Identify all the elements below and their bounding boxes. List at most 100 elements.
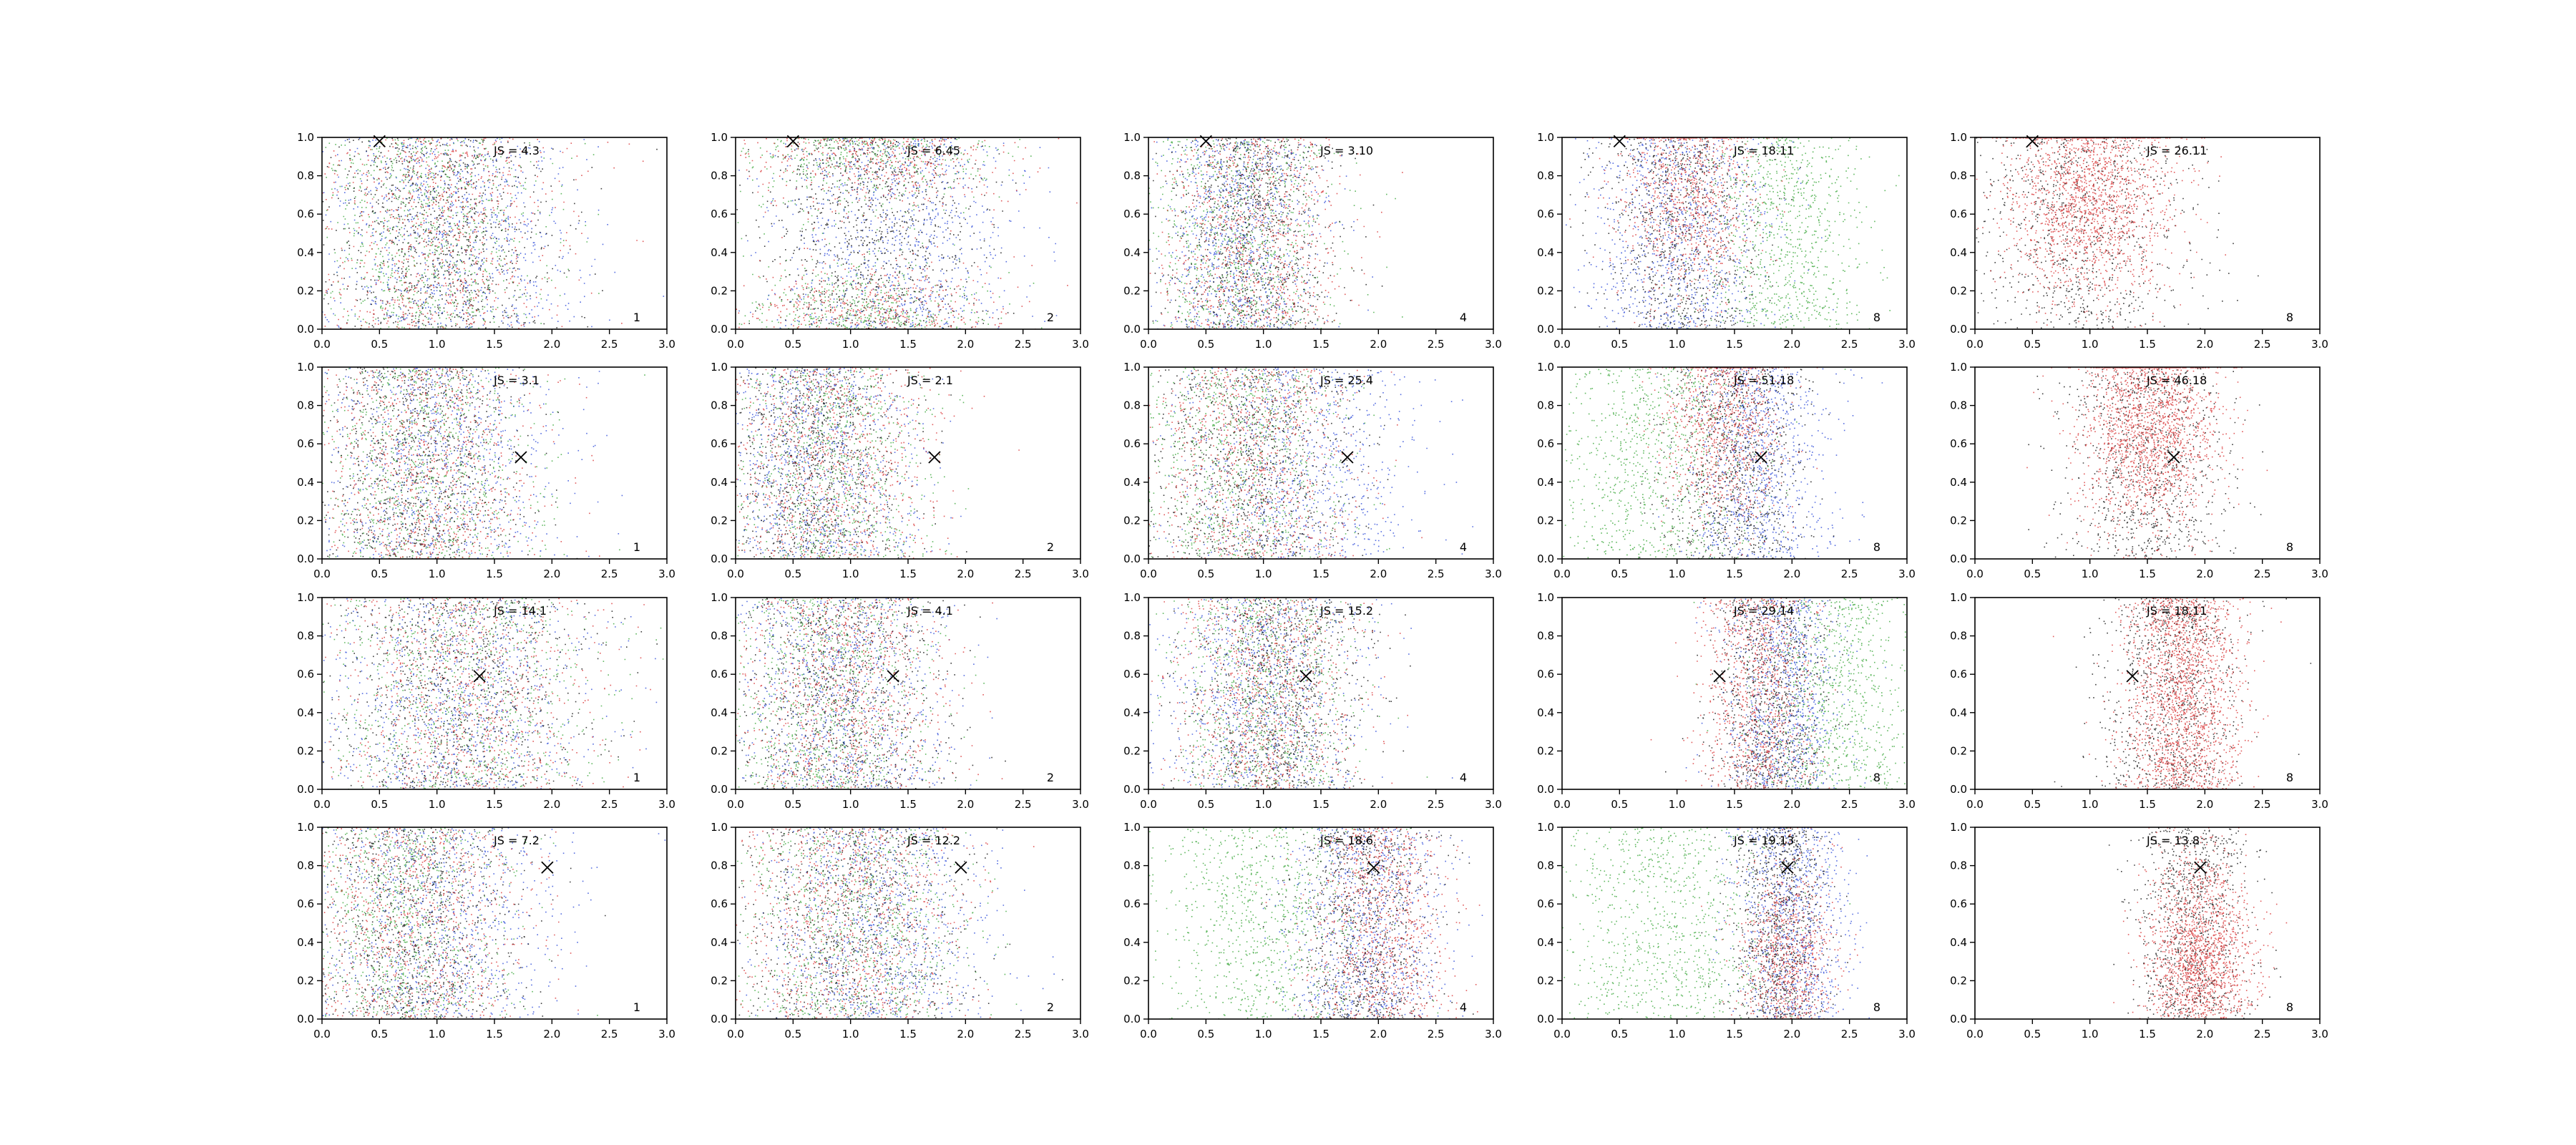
x-tick-label: 3.0 [2311,567,2328,580]
x-tick-label: 3.0 [1072,798,1089,811]
y-tick-label: 0.4 [1123,706,1141,719]
x-tick-label: 3.0 [1072,338,1089,351]
x-tick-label: 0.0 [1553,338,1571,351]
x-tick-label: 3.0 [1072,1028,1089,1041]
y-tick-label: 0.6 [1537,437,1554,450]
x-tick-label: 1.5 [486,798,503,811]
subplot-r3-c3: 0.0 0.5 1.0 1.5 2.0 2.5 3.00.00.20.40.60.81.0J… [1123,591,1502,811]
x-tick-label: 2.0 [1370,798,1387,811]
series-red [322,827,579,1020]
y-tick-label: 1.0 [1123,821,1141,834]
series-black [322,827,605,1020]
x-tick-label: 2.5 [601,1028,618,1041]
y-tick-label: 0.0 [297,1013,314,1025]
series-blue [322,598,657,790]
y-tick-label: 0.4 [711,936,728,949]
y-tick-label: 0.6 [1537,897,1554,910]
subplot-r1-c3: 0.0 0.5 1.0 1.5 2.0 2.5 3.00.00.20.40.60.81.0J… [1123,131,1502,351]
axes-frame [1562,367,1907,559]
y-tick-label: 0.6 [711,668,728,681]
scatter-points [1976,137,2259,331]
x-tick-label: 3.0 [658,798,675,811]
x-tick-label: 1.5 [899,798,917,811]
scatter-points [1148,137,1403,330]
series-green [1664,137,1900,330]
corner-label: 8 [1873,311,1880,324]
subplot-r3-c5: 0.0 0.5 1.0 1.5 2.0 2.5 3.00.00.20.40.60.81.0J… [1950,591,2328,811]
series-black [739,598,1006,791]
series-black [1149,598,1411,789]
subplot-r3-c4: 0.0 0.5 1.0 1.5 2.0 2.5 3.00.00.20.40.60.81.0J… [1537,591,1916,811]
scatter-points [1563,367,1883,560]
y-tick-label: 0.0 [711,783,728,796]
y-tick-label: 0.0 [711,1013,728,1025]
series-black [323,138,658,331]
y-tick-label: 0.8 [1537,859,1554,872]
x-tick-label: 1.0 [1669,798,1686,811]
x-tick-label: 3.0 [1485,1028,1502,1041]
x-tick-label: 3.0 [2311,338,2328,351]
y-tick-label: 0.0 [1123,552,1141,565]
y-tick-label: 0.8 [297,399,314,412]
x-tick-label: 0.0 [727,798,744,811]
x-tick-label: 1.0 [1255,1028,1272,1041]
x-tick-label: 3.0 [1898,1028,1916,1041]
x-tick-label: 1.0 [2082,1028,2099,1041]
subplot-r4-c2: 0.0 0.5 1.0 1.5 2.0 2.5 3.00.00.20.40.60.81.0J… [711,821,1089,1041]
corner-label: 1 [633,1000,640,1014]
x-tick-label: 1.5 [1726,798,1743,811]
y-tick-label: 0.6 [711,208,728,220]
y-tick-label: 0.2 [1950,744,1967,757]
x-tick-label: 0.5 [2024,567,2041,580]
y-tick-label: 0.4 [297,246,314,259]
x-tick-label: 1.0 [429,1028,446,1041]
x-tick-label: 1.5 [2139,567,2156,580]
y-tick-label: 0.4 [1123,246,1141,259]
x-tick-label: 2.0 [1370,1028,1387,1041]
x-tick-label: 3.0 [658,567,675,580]
y-tick-label: 0.8 [1123,399,1141,412]
x-tick-label: 3.0 [1485,567,1502,580]
x-tick-label: 0.0 [313,798,331,811]
y-tick-label: 0.8 [1123,170,1141,182]
subplot-r4-c5: 0.0 0.5 1.0 1.5 2.0 2.5 3.00.00.20.40.60.81.0J… [1950,821,2328,1041]
axes-frame [1975,367,2320,559]
x-tick-label: 0.5 [784,567,801,580]
js-label: JS = 12.2 [907,834,960,847]
x-tick-label: 0.0 [1140,798,1157,811]
axes-frame [1562,137,1907,329]
x-tick-label: 2.5 [1015,1028,1032,1041]
scatter-points [736,137,1078,331]
y-tick-label: 0.6 [1123,897,1141,910]
y-tick-label: 0.0 [1123,783,1141,796]
y-tick-label: 0.2 [1950,974,1967,987]
y-tick-label: 0.8 [297,859,314,872]
corner-label: 2 [1047,1000,1054,1014]
js-label: JS = 18.11 [1733,144,1794,157]
x-tick-label: 2.0 [543,567,560,580]
x-tick-label: 2.5 [1015,798,1032,811]
x-tick-label: 1.5 [2139,798,2156,811]
subplot-r2-c2: 0.0 0.5 1.0 1.5 2.0 2.5 3.00.00.20.40.60.81.0J… [711,361,1089,580]
subplot-r2-c5: 0.0 0.5 1.0 1.5 2.0 2.5 3.00.00.20.40.60.81.0J… [1950,361,2328,580]
y-tick-label: 1.0 [1123,591,1141,604]
y-tick-label: 0.2 [297,744,314,757]
series-blue [1657,368,1883,560]
y-tick-label: 0.6 [711,897,728,910]
x-tick-label: 0.5 [2024,338,2041,351]
series-green [738,137,1043,330]
x-tick-label: 3.0 [1485,798,1502,811]
y-tick-label: 0.2 [1123,744,1141,757]
x-tick-label: 2.0 [1783,798,1800,811]
js-label: JS = 7.2 [493,834,540,847]
js-label: JS = 6.45 [907,144,960,157]
x-tick-label: 2.5 [2254,567,2271,580]
y-tick-label: 1.0 [1537,591,1554,604]
x-tick-label: 0.5 [2024,1028,2041,1041]
x-tick-label: 1.0 [1669,1028,1686,1041]
corner-label: 4 [1460,771,1467,784]
scatter-points [322,598,663,791]
x-tick-label: 1.0 [842,338,859,351]
y-tick-label: 0.6 [1123,208,1141,220]
x-tick-label: 1.5 [486,338,503,351]
